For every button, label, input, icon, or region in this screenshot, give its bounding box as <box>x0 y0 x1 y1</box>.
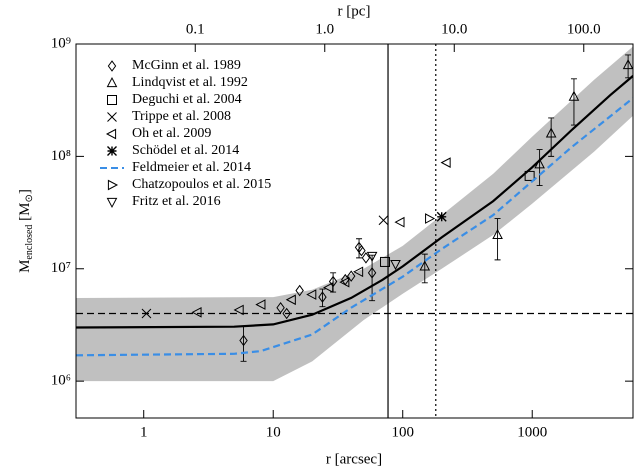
point <box>357 244 366 257</box>
point <box>141 308 152 319</box>
point <box>367 267 377 279</box>
x2-tick-label: 10.0 <box>441 21 467 37</box>
point <box>545 127 557 138</box>
point <box>339 276 350 288</box>
point <box>239 334 248 347</box>
y-tick-label: 10⁸ <box>51 148 71 164</box>
point <box>282 307 291 320</box>
legend-label: Lindqvist et al. 1992 <box>132 75 248 90</box>
plot-area <box>76 44 633 418</box>
point <box>622 59 633 70</box>
series-line <box>76 97 633 357</box>
x-axis-label: r [arcsec] <box>326 451 382 467</box>
legend-label: Feldmeier et al. 2014 <box>132 160 251 175</box>
error-bar <box>421 253 428 284</box>
x-tick-label: 100 <box>391 424 414 440</box>
point <box>353 266 364 278</box>
legend-label: Oh et al. 2009 <box>132 126 211 141</box>
y-label-part: ] <box>17 189 33 194</box>
y-label-part: M <box>17 260 33 273</box>
y-axis-label: Menclosed [M⊙] <box>17 189 35 273</box>
legend-label: Trippe et al. 2008 <box>132 109 231 124</box>
point <box>390 260 401 271</box>
y-tick-label: 10⁹ <box>51 35 71 51</box>
y-label-part: enclosed <box>24 225 35 260</box>
legend-marker <box>106 76 118 88</box>
x-tick-label: 1 <box>140 424 148 440</box>
point <box>233 304 244 316</box>
point <box>191 306 202 318</box>
point <box>492 228 503 240</box>
x-tick-label: 10 <box>266 424 281 440</box>
legend-label: Fritz et al. 2016 <box>132 194 221 209</box>
legend-marker <box>105 128 117 140</box>
legend-marker <box>107 112 117 122</box>
point <box>366 251 378 262</box>
error-bar <box>240 325 247 362</box>
point <box>524 170 535 181</box>
x2-axis-label: r [pc] <box>338 3 371 19</box>
point <box>394 216 405 228</box>
legend-label: Deguchi et al. 2004 <box>132 92 242 107</box>
x-tick-label: 1000 <box>517 424 547 440</box>
point <box>346 270 356 282</box>
legend-label: Schödel et al. 2014 <box>132 143 239 158</box>
error-bar <box>494 218 501 261</box>
legend-marker <box>107 60 117 72</box>
point <box>285 294 296 306</box>
y-label-part: [M <box>17 202 33 224</box>
legend-marker <box>107 95 117 105</box>
point <box>323 282 334 293</box>
point <box>361 252 371 264</box>
point <box>378 215 389 226</box>
point <box>276 301 285 314</box>
error-bar <box>625 54 632 79</box>
legend-label: Chatzopoulos et al. 2015 <box>132 177 271 192</box>
y-tick-label: 10⁶ <box>51 373 71 389</box>
point <box>318 291 327 303</box>
x2-tick-label: 100.0 <box>567 21 601 37</box>
point <box>436 211 447 222</box>
y-tick-label: 10⁷ <box>51 260 71 276</box>
point <box>419 260 431 271</box>
point <box>568 90 580 101</box>
point <box>534 158 545 169</box>
plot-frame <box>75 43 634 419</box>
point <box>380 256 391 267</box>
point <box>440 157 451 168</box>
uncertainty-band <box>76 46 633 382</box>
model-curve <box>76 75 633 329</box>
legend-label: McGinn et al. 1989 <box>132 58 241 73</box>
legend-marker <box>107 146 117 156</box>
legend-marker <box>107 179 119 191</box>
point <box>425 213 436 224</box>
x2-tick-label: 0.1 <box>186 21 205 37</box>
legend-marker <box>106 197 118 209</box>
point <box>295 284 304 297</box>
x2-tick-label: 1.0 <box>315 21 334 37</box>
point <box>255 299 266 310</box>
point <box>306 289 317 300</box>
error-bar <box>570 78 577 126</box>
y-label-part: ⊙ <box>24 194 35 202</box>
